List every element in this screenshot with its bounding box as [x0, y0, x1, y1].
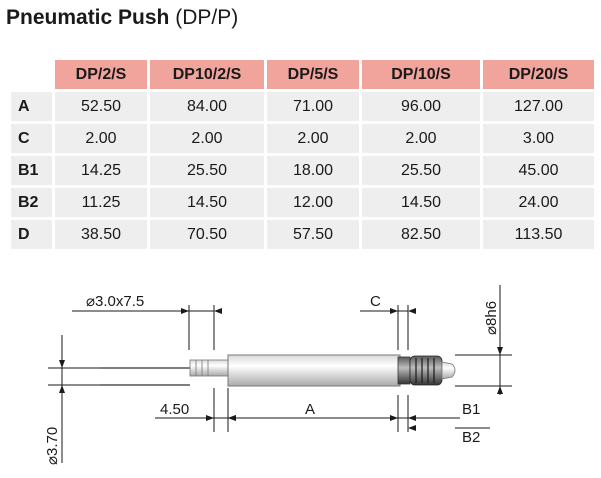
table-cell: 82.50: [362, 220, 480, 249]
table-cell: 71.00: [267, 92, 359, 121]
table-cell: 14.50: [362, 188, 480, 217]
a-dimension-label: A: [305, 401, 315, 418]
title-main: Pneumatic Push: [6, 6, 170, 29]
table-cell: 2.00: [362, 124, 480, 153]
c-dimension-label: C: [370, 293, 381, 310]
table-cell: 2.00: [55, 124, 147, 153]
row-label: C: [11, 124, 52, 153]
thread-diameter-label: ⌀8h6: [483, 301, 500, 335]
table-row: A 52.50 84.00 71.00 96.00 127.00: [11, 92, 594, 121]
table-cell: 12.00: [267, 188, 359, 217]
table-cell: 25.50: [362, 156, 480, 185]
row-label: A: [11, 92, 52, 121]
table-cell: 52.50: [55, 92, 147, 121]
table-cell: 11.25: [55, 188, 147, 217]
knurl-lines: [415, 358, 435, 383]
column-header: DP10/2/S: [150, 60, 264, 89]
table-row: B1 14.25 25.50 18.00 25.50 45.00: [11, 156, 594, 185]
table-row: B2 11.25 14.50 12.00 14.50 24.00: [11, 188, 594, 217]
plunger-illustration: [100, 354, 456, 387]
knurled-nut: [409, 355, 443, 386]
table-cell: 84.00: [150, 92, 264, 121]
column-header: DP/10/S: [362, 60, 480, 89]
table-cell: 127.00: [483, 92, 594, 121]
table-cell: 3.00: [483, 124, 594, 153]
page-title: Pneumatic Push (DP/P): [6, 6, 238, 30]
table-cell: 96.00: [362, 92, 480, 121]
row-label: B2: [11, 188, 52, 217]
table-cell: 45.00: [483, 156, 594, 185]
tube-diameter-label: ⌀3.0x7.5: [86, 293, 144, 310]
table-cell: 70.50: [150, 220, 264, 249]
table-cell: 2.00: [267, 124, 359, 153]
table-cell: 38.50: [55, 220, 147, 249]
thread-collar: [397, 356, 411, 385]
dimension-table: DP/2/S DP10/2/S DP/5/S DP/10/S DP/20/S A…: [8, 57, 597, 252]
column-header: DP/2/S: [55, 60, 147, 89]
dimension-arrows: [59, 308, 503, 431]
table-cell: 2.00: [150, 124, 264, 153]
plunger-tip: [441, 361, 456, 380]
table-cell: 14.50: [150, 188, 264, 217]
table-cell: 14.25: [55, 156, 147, 185]
table-header-row: DP/2/S DP10/2/S DP/5/S DP/10/S DP/20/S: [11, 60, 594, 89]
b2-dimension-label: B2: [462, 429, 480, 446]
row-label: B1: [11, 156, 52, 185]
barb-ridges: [195, 360, 209, 376]
b1-dimension-label: B1: [462, 401, 480, 418]
column-header: DP/5/S: [267, 60, 359, 89]
table-row: C 2.00 2.00 2.00 2.00 3.00: [11, 124, 594, 153]
title-sub: (DP/P): [175, 6, 239, 29]
length-label: 4.50: [160, 401, 189, 418]
pneumatic-body: [227, 354, 401, 387]
shaft-diameter-label: ⌀3.70: [44, 427, 61, 465]
table-cell: 18.00: [267, 156, 359, 185]
table-cell: 24.00: [483, 188, 594, 217]
table-cell: 57.50: [267, 220, 359, 249]
table-cell: 113.50: [483, 220, 594, 249]
table-cell: 25.50: [150, 156, 264, 185]
row-label: D: [11, 220, 52, 249]
table-row: D 38.50 70.50 57.50 82.50 113.50: [11, 220, 594, 249]
column-header: DP/20/S: [483, 60, 594, 89]
